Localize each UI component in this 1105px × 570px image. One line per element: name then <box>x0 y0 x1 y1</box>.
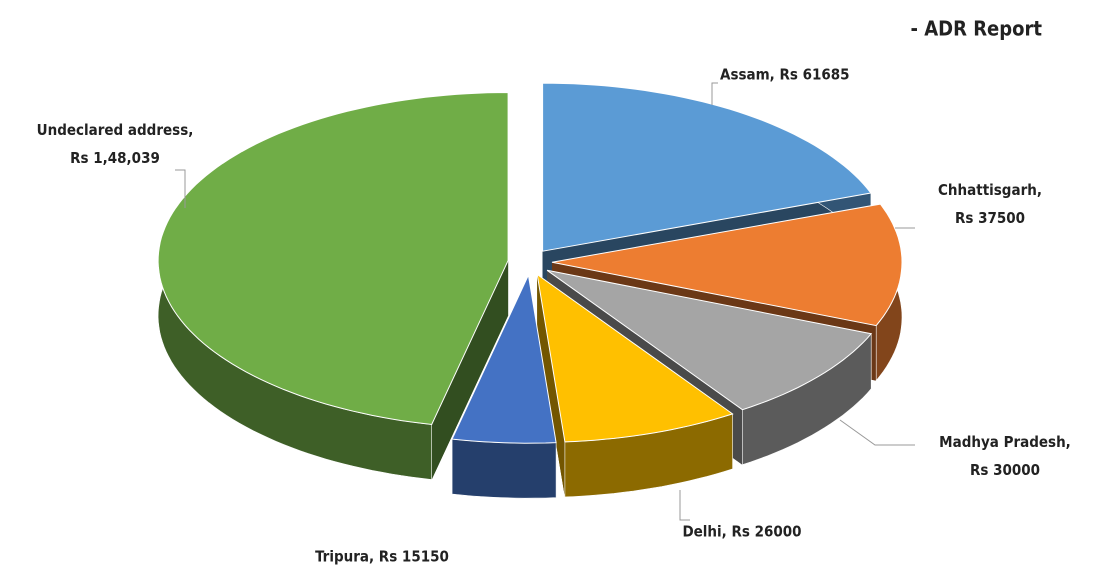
slice-depth <box>431 260 509 480</box>
slice <box>551 203 903 327</box>
slice-depth <box>451 438 557 499</box>
leader-line <box>711 82 718 105</box>
label-line: Rs 1,48,039 <box>70 149 160 167</box>
label-line: Rs 30000 <box>970 461 1040 479</box>
slice <box>451 273 557 444</box>
leader-line <box>679 490 690 521</box>
chart-title: - ADR Report <box>910 17 1042 41</box>
slice-depth <box>537 274 565 497</box>
label-line: Undeclared address, <box>37 121 194 139</box>
label-line: Rs 37500 <box>955 209 1025 227</box>
data-label: Assam, Rs 61685 <box>720 66 850 84</box>
slice <box>546 269 873 411</box>
slice-group <box>536 273 734 498</box>
data-label: Chhattisgarh, Rs 37500 <box>938 181 1042 227</box>
data-label: Delhi, Rs 26000 <box>682 523 801 541</box>
data-label: Tripura, Rs 15150 <box>315 548 449 566</box>
label-line: Chhattisgarh, <box>938 181 1042 199</box>
label-line: Madhya Pradesh, <box>939 433 1071 451</box>
leader-line <box>175 169 186 208</box>
leader-line <box>839 419 915 446</box>
slice <box>157 92 509 426</box>
data-label: Madhya Pradesh, Rs 30000 <box>939 433 1071 479</box>
slice-group <box>451 273 557 499</box>
data-label: Undeclared address, Rs 1,48,039 <box>37 121 194 167</box>
slice-group <box>157 92 509 480</box>
slice <box>536 273 734 443</box>
slice <box>542 82 872 252</box>
